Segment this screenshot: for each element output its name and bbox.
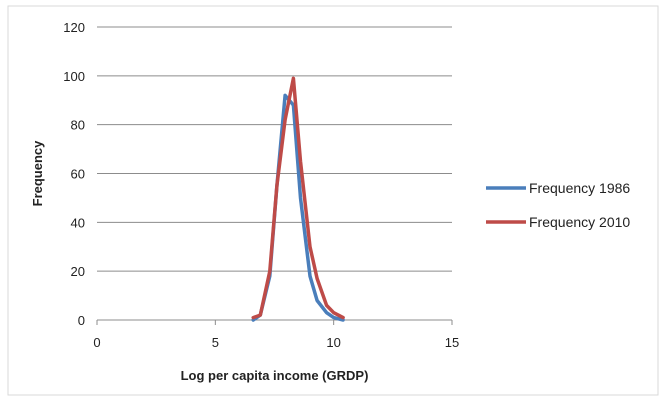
- axes: 0 20 40 60 80 100 120 0 5 10 15: [63, 20, 459, 350]
- series-lines: [251, 76, 345, 322]
- legend-label-2: Frequency 2010: [529, 214, 630, 230]
- x-tick-label: 0: [93, 335, 100, 350]
- legend-label-1: Frequency 1986: [529, 180, 630, 196]
- y-tick-label: 80: [71, 118, 85, 133]
- y-axis-title: Frequency: [30, 140, 45, 207]
- y-tick-label: 0: [78, 313, 85, 328]
- chart-frame: [7, 5, 659, 396]
- x-tick-label: 15: [445, 335, 459, 350]
- y-tick-label: 40: [71, 215, 85, 230]
- y-tick-label: 20: [71, 264, 85, 279]
- y-tick-label: 60: [71, 167, 85, 182]
- x-tick-label: 10: [326, 335, 340, 350]
- series-line-2: [251, 76, 345, 320]
- y-tick-label: 100: [63, 69, 85, 84]
- legend: Frequency 1986 Frequency 2010: [486, 180, 630, 230]
- x-axis-title: Log per capita income (GRDP): [181, 368, 369, 383]
- y-tick-label: 120: [63, 20, 85, 35]
- x-tick-label: 5: [212, 335, 219, 350]
- gridlines: [97, 26, 452, 272]
